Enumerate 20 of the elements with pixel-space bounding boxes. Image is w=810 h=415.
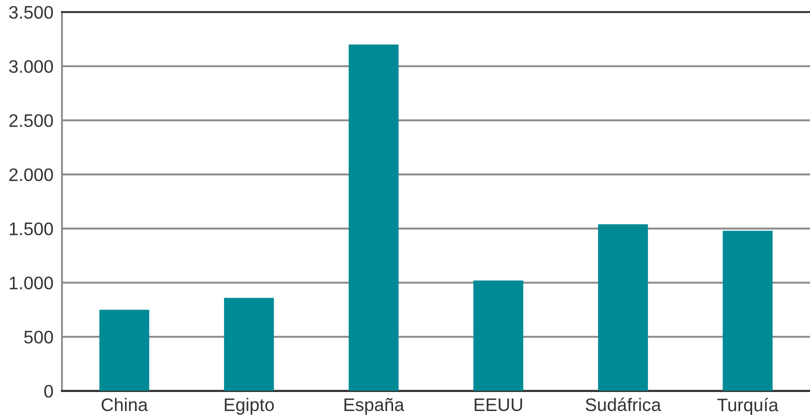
y-tick-label: 2.000 — [9, 168, 53, 182]
bar — [348, 44, 399, 391]
y-tick-label: 3.500 — [9, 6, 53, 19]
x-tick-label: Sudáfrica — [586, 398, 662, 412]
x-tick-label: EEUU — [474, 398, 522, 412]
y-tick-label: 500 — [24, 330, 53, 344]
bar — [224, 298, 274, 391]
bar — [722, 230, 773, 391]
x-tick-label: España — [344, 398, 404, 415]
bar — [99, 310, 150, 391]
y-tick-label: 0 — [44, 384, 53, 398]
y-tick-label: 1.500 — [10, 222, 53, 236]
y-tick-label: 3.000 — [9, 60, 53, 73]
x-tick-label: Turquía — [717, 398, 778, 415]
y-tick-label: 1.000 — [10, 276, 53, 290]
y-tick-label: 2.500 — [9, 114, 53, 128]
x-tick-label: China — [102, 398, 148, 412]
bar — [598, 224, 648, 391]
bar — [473, 280, 524, 391]
x-tick-label: Egipto — [224, 398, 274, 415]
